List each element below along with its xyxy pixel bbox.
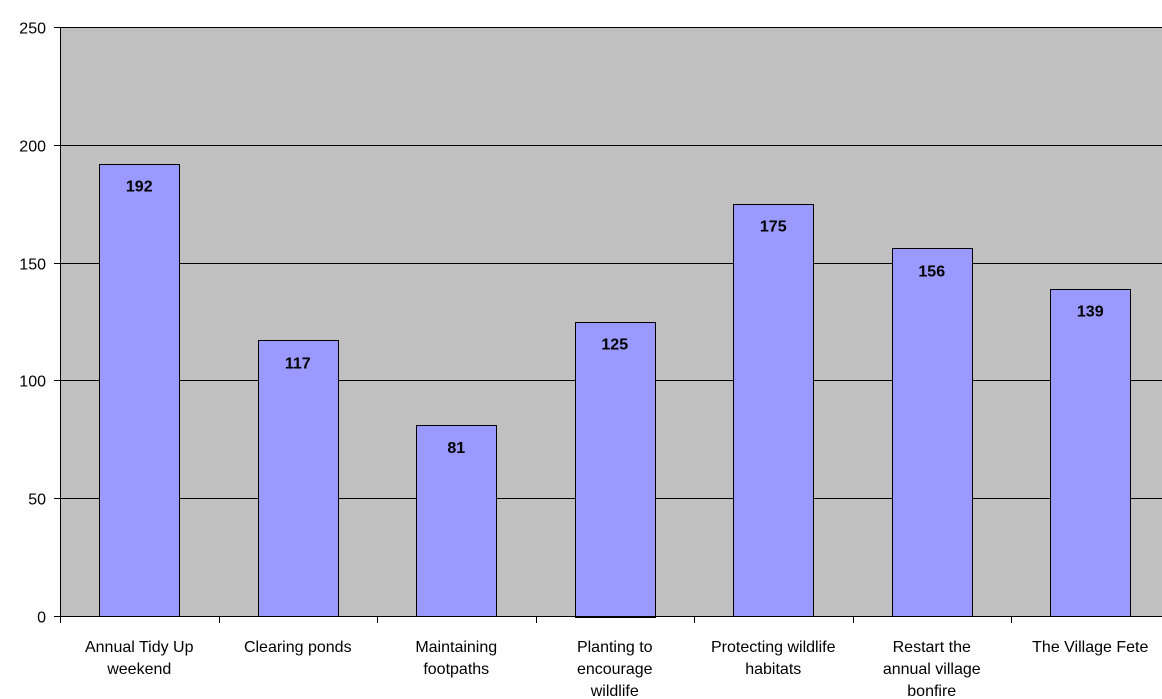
x-tick-label-line: annual village: [883, 661, 981, 678]
x-tick-label-line: bonfire: [907, 683, 956, 699]
x-tick-label-line: Maintaining: [415, 639, 497, 656]
x-tick-label: Maintaining footpaths: [415, 639, 497, 678]
x-tick-label: Annual Tidy Up weekend: [85, 639, 194, 678]
x-tick-label-line: Protecting wildlife: [711, 639, 836, 656]
y-tick-label: 150: [19, 257, 46, 274]
data-label: 192: [126, 179, 153, 196]
data-label: 81: [447, 440, 465, 457]
data-label: 175: [760, 219, 787, 236]
y-tick-labels: 0 50 100 150 200 250: [19, 21, 46, 627]
y-tick-label: 250: [19, 21, 46, 38]
x-tick-label-line: Planting to: [577, 639, 653, 656]
data-labels: 192 117 81 125 175 156 139: [126, 179, 1104, 458]
x-tick-label: Clearing ponds: [244, 639, 352, 656]
x-tick-label-line: The Village Fete: [1032, 639, 1148, 656]
data-label: 117: [285, 355, 311, 372]
y-tick-label: 50: [28, 492, 46, 509]
x-tick-label: Protecting wildlife habitats: [711, 639, 836, 678]
bar-2: [416, 425, 497, 617]
bars: [99, 164, 1131, 618]
axes: [54, 27, 1162, 623]
x-tick-label: Planting to encourage wildlife: [577, 639, 653, 699]
x-tick-label-line: habitats: [745, 661, 801, 678]
bar-6: [1050, 289, 1131, 617]
x-tick-label-line: Clearing ponds: [244, 639, 352, 656]
y-tick-label: 100: [19, 374, 46, 391]
x-tick-label: The Village Fete: [1032, 639, 1148, 656]
x-tick-label-line: encourage: [577, 661, 653, 678]
y-tick-label: 200: [19, 139, 46, 156]
bar-0: [99, 164, 180, 617]
x-tick-labels: Annual Tidy Up weekend Clearing ponds Maint…: [85, 639, 1148, 699]
data-label: 125: [601, 337, 628, 354]
x-tick-label: Restart the annual village bonfire: [883, 639, 981, 699]
bar-3: [575, 322, 656, 618]
x-tick-label-line: footpaths: [423, 661, 489, 678]
y-tick-label: 0: [37, 610, 46, 627]
x-tick-label-line: wildlife: [590, 683, 639, 699]
data-label: 156: [918, 263, 945, 280]
x-tick-label-line: weekend: [106, 661, 171, 678]
data-label: 139: [1077, 304, 1104, 321]
x-tick-label-line: Annual Tidy Up: [85, 639, 194, 656]
bar-1: [258, 340, 339, 617]
x-tick-label-line: Restart the: [893, 639, 971, 656]
bar-5: [892, 248, 973, 617]
bar-4: [733, 204, 814, 617]
